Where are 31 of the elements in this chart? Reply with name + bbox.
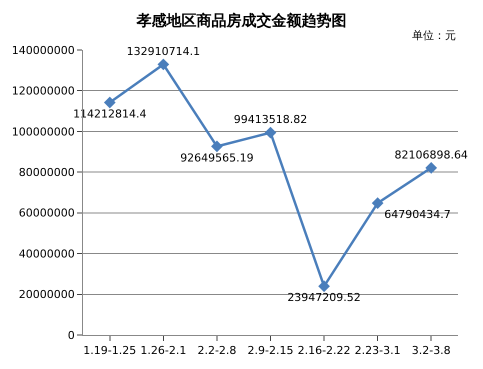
y-tick-label: 60000000 <box>18 206 75 220</box>
y-tick-label: 120000000 <box>12 84 75 98</box>
y-tick-label: 40000000 <box>18 247 75 260</box>
point <box>158 58 170 70</box>
chart-title: 孝感地区商品房成交金额趋势图 <box>136 11 346 30</box>
x-tick-label: 2.23-3.1 <box>354 344 401 358</box>
y-tick-label: 100000000 <box>12 125 75 138</box>
y-tick-label: 20000000 <box>18 288 75 302</box>
point <box>425 162 438 174</box>
data-label: 99413518.82 <box>234 113 308 126</box>
data-label: 64790434.7 <box>384 208 451 221</box>
y-tick-label: 0 <box>68 328 75 342</box>
point <box>211 140 223 152</box>
y-tick-label: 80000000 <box>18 166 75 179</box>
x-tick-label: 3.2-3.8 <box>412 344 451 358</box>
point <box>104 96 116 108</box>
point <box>372 197 384 209</box>
data-label: 92649565.19 <box>180 151 254 164</box>
y-tick-label: 140000000 <box>12 44 75 57</box>
x-tick-label: 2.2-2.8 <box>197 344 236 358</box>
x-tick-label: 1.19-1.25 <box>83 344 136 358</box>
text: 单位：元 <box>412 29 456 42</box>
x-tick-label: 2.16-2.22 <box>298 344 351 358</box>
data-label: 23947209.52 <box>287 291 361 304</box>
point <box>264 126 276 138</box>
x-tick-label: 1.26-2.1 <box>140 344 186 358</box>
data-label: 82106898.64 <box>394 148 468 162</box>
data-label: 132910714.1 <box>126 45 200 58</box>
x-tick-label: 2.9-2.15 <box>248 344 294 358</box>
data-label: 114212814.4 <box>73 107 147 120</box>
point <box>318 280 330 292</box>
